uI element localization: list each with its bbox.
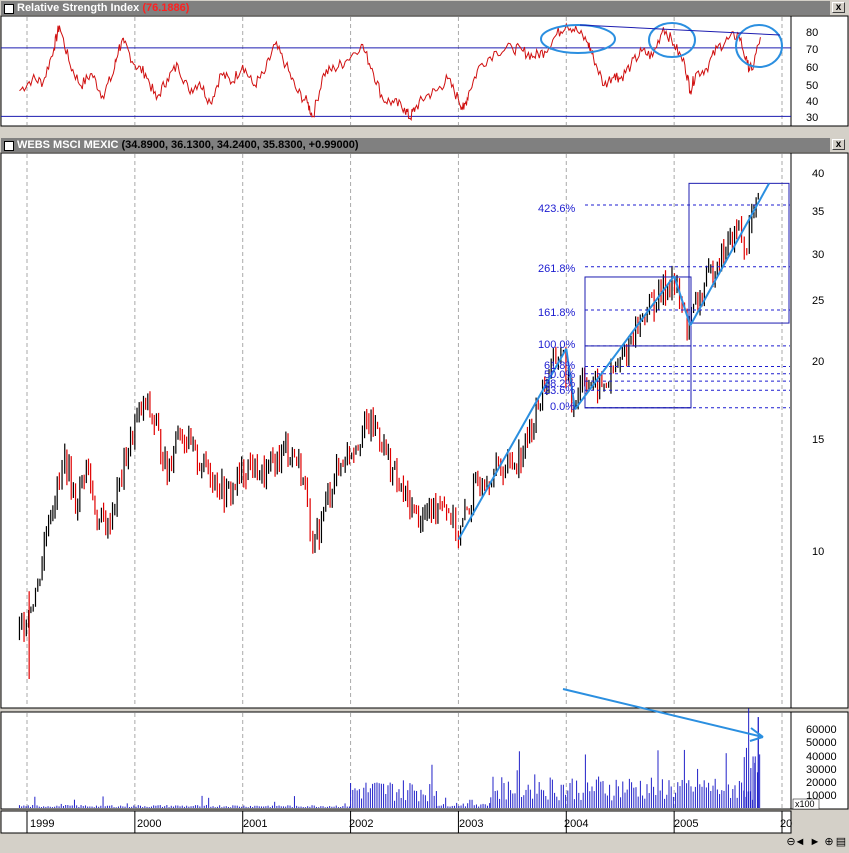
rsi-tick-60: 60 <box>806 62 818 74</box>
vol-tick-50000: 50000 <box>806 737 837 749</box>
fib-label-161: 161.8% <box>538 307 576 319</box>
price-tick-40: 40 <box>812 168 824 180</box>
rsi-plot-area <box>0 15 792 127</box>
vol-multiplier: x100 <box>795 799 815 809</box>
vol-tick-60000: 60000 <box>806 724 837 736</box>
fib-label-261: 261.8% <box>538 263 576 275</box>
x-axis-area <box>0 810 792 834</box>
fib-label-0: 0.0% <box>550 401 575 413</box>
vol-tick-20000: 20000 <box>806 777 837 789</box>
panel-icon <box>4 4 14 14</box>
rsi-divergence-trendline <box>579 24 781 36</box>
fib-box <box>584 276 692 409</box>
rsi-axis-area <box>790 15 849 127</box>
trend-annotation-line <box>673 275 692 326</box>
zoom-out-button[interactable]: ⊖ <box>786 836 796 848</box>
fib-label-38: 38.2% <box>544 378 575 390</box>
fib-box <box>688 182 790 324</box>
price-tick-10: 10 <box>812 546 824 558</box>
trend-annotation-line <box>565 348 576 410</box>
trend-annotation-line <box>574 275 675 411</box>
rsi-title-bar: Relative Strength Index (76.1886) <box>1 1 830 15</box>
panel-icon <box>4 141 14 151</box>
rsi-close-button[interactable]: x <box>832 2 845 13</box>
year-label-2002: 2002 <box>349 818 373 830</box>
vol-multiplier-box <box>792 798 820 810</box>
rsi-tick-30: 30 <box>806 112 818 124</box>
rsi-tick-40: 40 <box>806 96 818 108</box>
price-close-button[interactable]: x <box>832 139 845 150</box>
fib-label-61: 61.8% <box>544 360 575 372</box>
rsi-peak-circle <box>735 24 783 68</box>
menu-button[interactable]: ▤ <box>835 836 847 848</box>
price-tick-30: 30 <box>812 249 824 261</box>
vol-tick-40000: 40000 <box>806 751 837 763</box>
price-title-bar: WEBS MSCI MEXIC (34.8900, 36.1300, 34.24… <box>1 138 830 152</box>
year-label-1999: 1999 <box>30 818 54 830</box>
vol-tick-30000: 30000 <box>806 764 837 776</box>
rsi-value: (76.1886) <box>142 2 190 14</box>
price-plot-area <box>0 152 792 709</box>
year-label-2001: 2001 <box>243 818 267 830</box>
fib-label-100: 100.0% <box>538 339 576 351</box>
fib-label-23: 23.6% <box>544 385 575 397</box>
volume-arrow-head <box>749 727 764 742</box>
year-label-2005: 2005 <box>674 818 698 830</box>
rsi-line <box>19 22 761 121</box>
trend-annotation-line <box>689 182 770 326</box>
year-label-2000: 2000 <box>137 818 161 830</box>
scroll-right-button[interactable]: ► <box>809 836 821 848</box>
zoom-in-button[interactable]: ⊕ <box>824 836 834 848</box>
year-label-2004: 2004 <box>564 818 588 830</box>
price-values: (34.8900, 36.1300, 34.2400, 35.8300, +0.… <box>121 139 359 151</box>
rsi-tick-80: 80 <box>806 27 818 39</box>
price-title: WEBS MSCI MEXIC <box>17 139 119 151</box>
volume-axis-area <box>790 711 849 810</box>
price-tick-15: 15 <box>812 434 824 446</box>
scroll-left-button[interactable]: ◄ <box>794 836 806 848</box>
rsi-tick-50: 50 <box>806 80 818 92</box>
price-tick-25: 25 <box>812 295 824 307</box>
rsi-title: Relative Strength Index <box>17 2 140 14</box>
rsi-peak-circle <box>648 22 696 58</box>
trend-annotation-line <box>457 348 568 541</box>
price-tick-35: 35 <box>812 206 824 218</box>
fib-label-50: 50.0% <box>544 369 575 381</box>
volume-arrow-line <box>562 688 764 738</box>
price-tick-20: 20 <box>812 356 824 368</box>
year-label-20: 20 <box>780 818 792 830</box>
fib-label-423: 423.6% <box>538 203 576 215</box>
rsi-peak-circle <box>540 24 616 54</box>
year-label-2003: 2003 <box>459 818 483 830</box>
volume-plot-area <box>0 711 792 810</box>
price-axis-area <box>790 152 849 709</box>
rsi-tick-70: 70 <box>806 44 818 56</box>
